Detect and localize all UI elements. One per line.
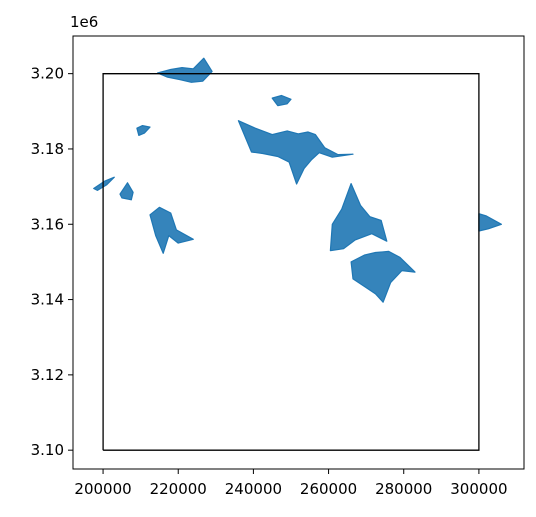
y-tick-label-6: 3.20 [31, 65, 64, 83]
y-tick-label-2: 3.12 [31, 366, 64, 384]
glacier-cluster-5 [93, 176, 115, 191]
glacier-cluster-7 [149, 206, 194, 254]
glacier-cluster-3 [237, 120, 354, 185]
y-tick-label-3: 3.14 [31, 291, 64, 309]
glacier-cluster-9 [350, 250, 416, 303]
glacier-cluster-2 [271, 94, 292, 107]
series-layer [102, 73, 480, 451]
y-tick-label-1: 3.10 [31, 441, 64, 459]
glacier-cluster-8 [329, 183, 388, 252]
glacier-cluster-4 [136, 125, 151, 136]
glacier-cluster-10 [478, 213, 502, 232]
y-axis: 3.10 3.12 3.14 3.16 3.18 3.20 [31, 65, 73, 459]
glacier-cluster-6 [119, 182, 134, 201]
glacier-cluster-1 [157, 57, 213, 83]
y-tick-label-4: 3.16 [31, 215, 64, 233]
x-axis: 200000 220000 240000 260000 280000 300000 [74, 469, 508, 498]
x-tick-label-1: 200000 [74, 480, 131, 498]
x-tick-label-2: 220000 [150, 480, 207, 498]
offset-label: 1e6 [70, 13, 98, 31]
x-tick-label-5: 280000 [375, 480, 432, 498]
axes-frame [72, 35, 525, 470]
x-tick-label-6: 300000 [450, 480, 507, 498]
x-tick-label-4: 260000 [300, 480, 357, 498]
glacier-outlines [93, 57, 502, 303]
y-tick-label-5: 3.18 [31, 140, 64, 158]
x-tick-label-3: 240000 [225, 480, 282, 498]
series-line-1 [102, 73, 480, 451]
